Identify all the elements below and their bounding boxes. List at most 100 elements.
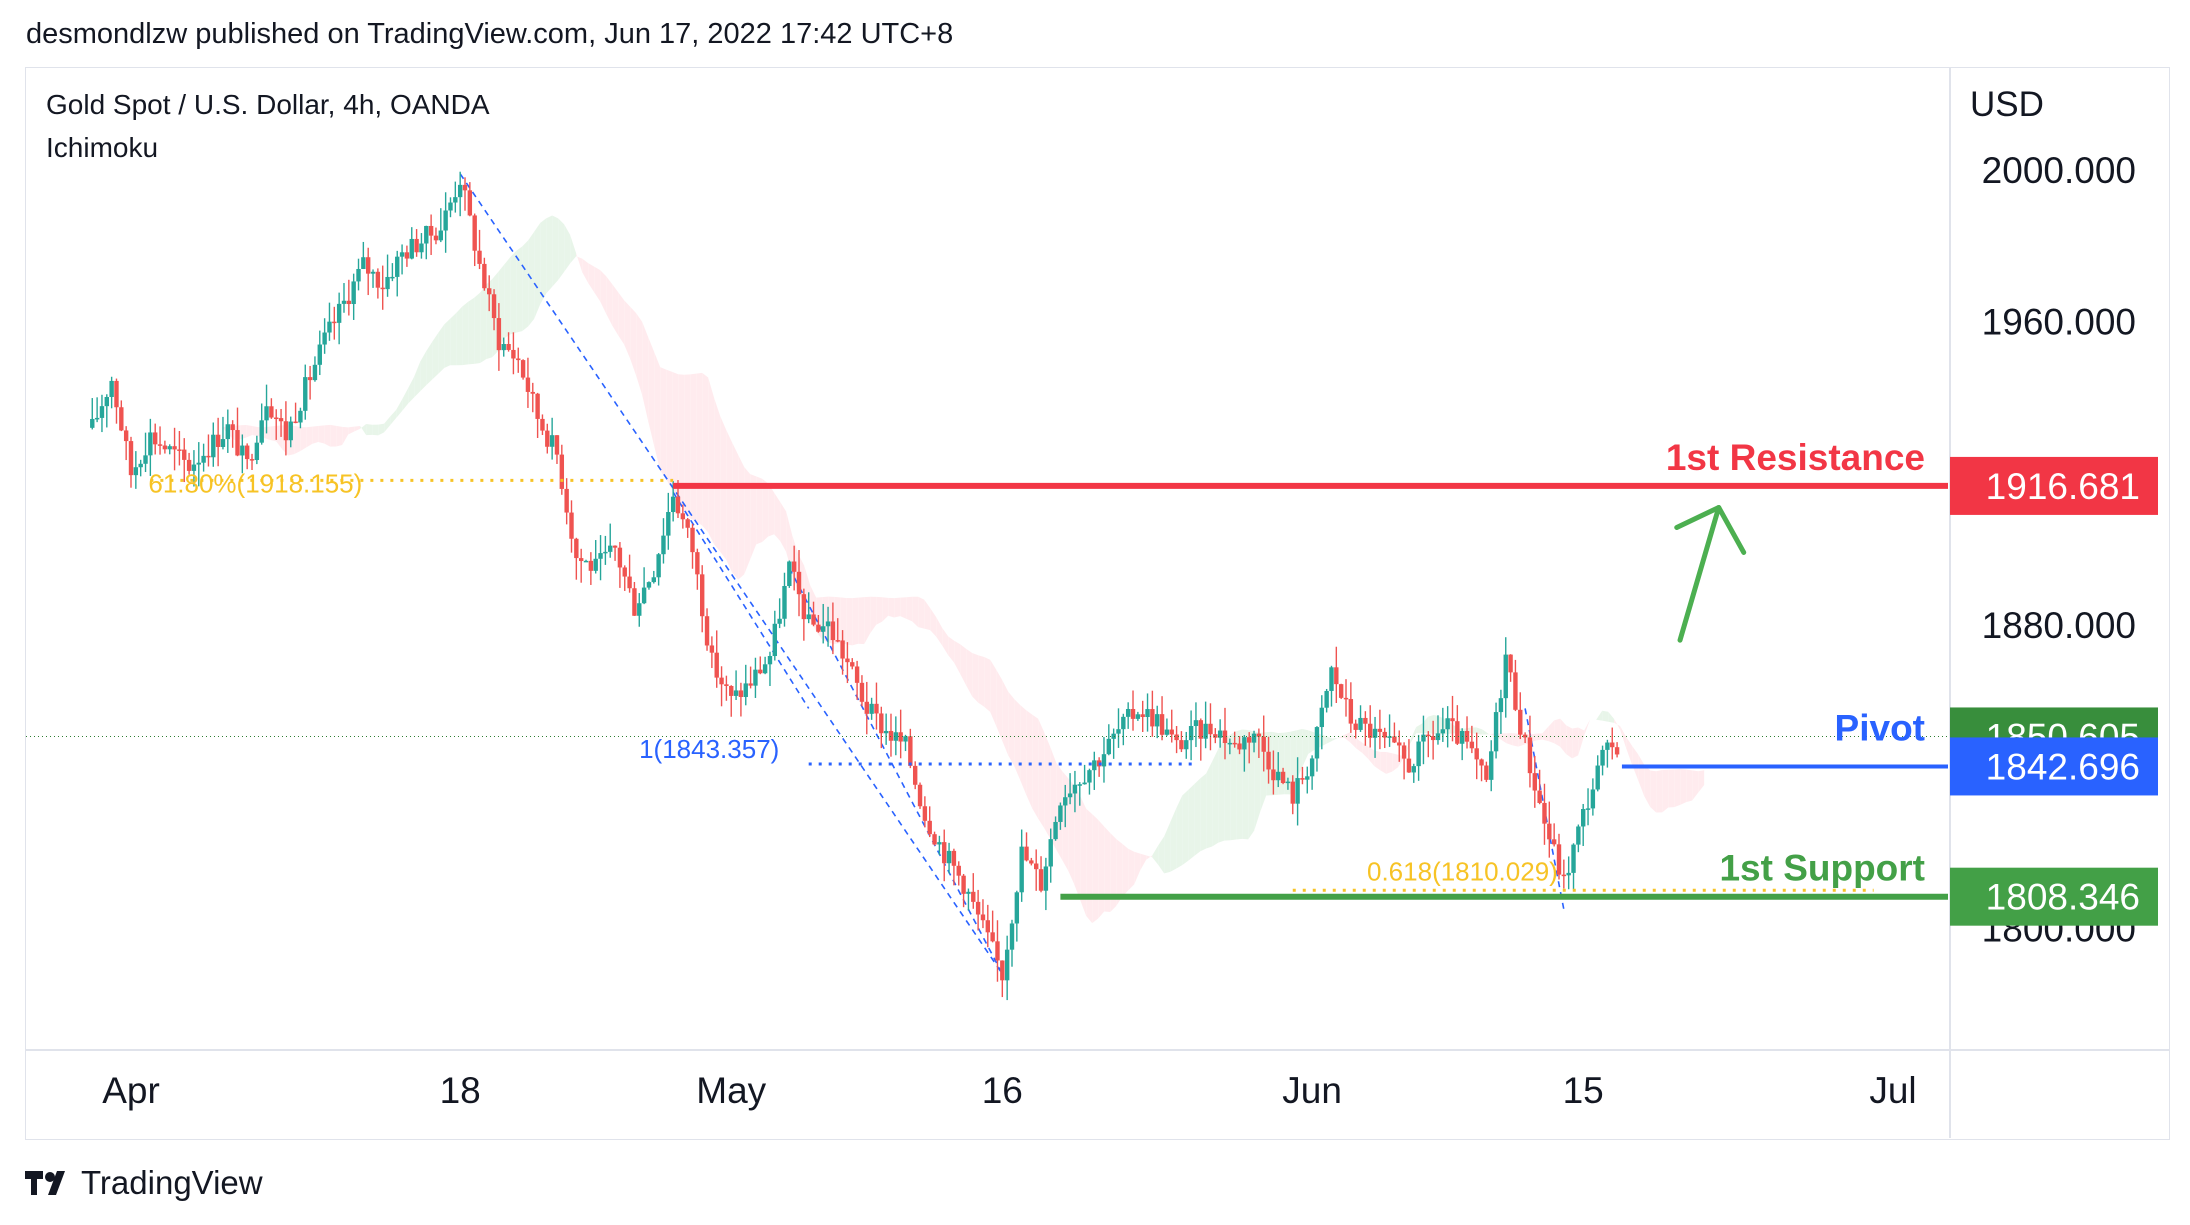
y-tick-label: 2000.000 [1982,150,2136,191]
cloud-segment [1698,770,1705,793]
candle-body [704,616,710,646]
cloud-segment [1566,725,1573,759]
candle-body [274,417,279,420]
candle-body [148,432,153,456]
cloud-segment [432,333,439,380]
candle-body [162,445,168,450]
candle-body [1276,771,1281,781]
cloud-segment [414,361,421,398]
cloud-segment [1308,730,1315,755]
candle-body [1184,740,1189,750]
candle-body [748,683,753,686]
price-tag-label: 1842.696 [1986,746,2140,787]
candle-body [888,730,894,741]
candle-body [990,932,995,942]
cloud-segment [966,648,973,697]
candle-body [317,344,322,365]
x-tick-label: May [696,1070,766,1111]
candle-body [1556,844,1562,875]
candle-body [1242,737,1247,750]
cloud-segment [984,656,991,712]
cloud-segment [840,597,847,645]
horizontal-levels [26,478,1948,900]
candle-body [559,454,565,489]
candle-body [1377,728,1383,732]
candle-body [612,545,618,548]
candle-body [622,567,627,577]
cloud-segment [750,474,757,560]
candle-body [1421,734,1426,742]
cloud-segment [924,599,931,631]
candle-body [1067,793,1073,798]
candle-body [617,547,623,568]
cloud-segment [1044,732,1051,839]
candle-body [351,281,356,305]
cloud-segment [576,253,583,273]
candle-body [1305,776,1310,780]
cloud-segment [1074,785,1081,901]
candle-body [1513,672,1518,710]
candle-body [244,445,250,460]
candle-body [1445,718,1450,730]
candle-body [578,558,584,562]
cloud-segment [1368,746,1375,766]
cloud-segment [948,636,955,663]
candle-body [975,901,981,915]
candle-body [859,682,865,702]
candle-body [191,464,197,471]
cloud-segment [990,659,997,726]
cloud-segment [534,223,541,319]
cloud-segment [270,425,277,442]
arrow-shaft [1677,504,1722,643]
candle-body [733,690,739,696]
candle-body [414,238,419,253]
candle-body [380,287,385,290]
candle-body [1416,741,1421,767]
cloud-segment [672,371,679,502]
candle-body [709,645,715,653]
candle-body [1014,892,1020,924]
cloud-segment [1026,710,1033,809]
candle-body [830,621,836,641]
candle-body [583,560,589,563]
cloud-segment [1434,714,1441,735]
candle-body [1503,654,1508,699]
cloud-segment [246,425,253,438]
candle-body [1329,667,1334,691]
candle-body [1522,734,1528,738]
candle-body [472,215,477,251]
cloud-segment [294,425,301,455]
candle-body [491,294,497,319]
candle-body [109,380,114,397]
candle-body [1169,729,1174,735]
cloud-segment [462,301,469,366]
cloud-segment [1578,727,1585,756]
cloud-segment [372,424,379,436]
cloud-segment [1008,691,1015,766]
cloud-segment [678,374,685,512]
cloud-segment [612,284,619,336]
cloud-segment [1152,845,1159,865]
candle-body [850,662,855,667]
cloud-segment [1626,736,1633,766]
candle-body [1130,708,1136,719]
cloud-segment [1122,843,1129,897]
candle-body [811,614,816,625]
cloud-segment [888,597,895,618]
cloud-segment [1068,778,1075,885]
candle-body [1082,782,1087,785]
candle-body [404,252,410,259]
candle-body [699,574,705,617]
cloud-segment [1158,836,1165,874]
cloud-segment [456,306,463,366]
candle-body [883,730,889,734]
cloud-segment [330,424,337,447]
candle-body [1217,730,1223,738]
candle-body [758,669,763,674]
candle-body [293,421,298,424]
candle-body [278,418,284,422]
cloud-segment [1350,732,1357,749]
cloud-segment [1284,731,1291,795]
candle-body [186,459,192,471]
